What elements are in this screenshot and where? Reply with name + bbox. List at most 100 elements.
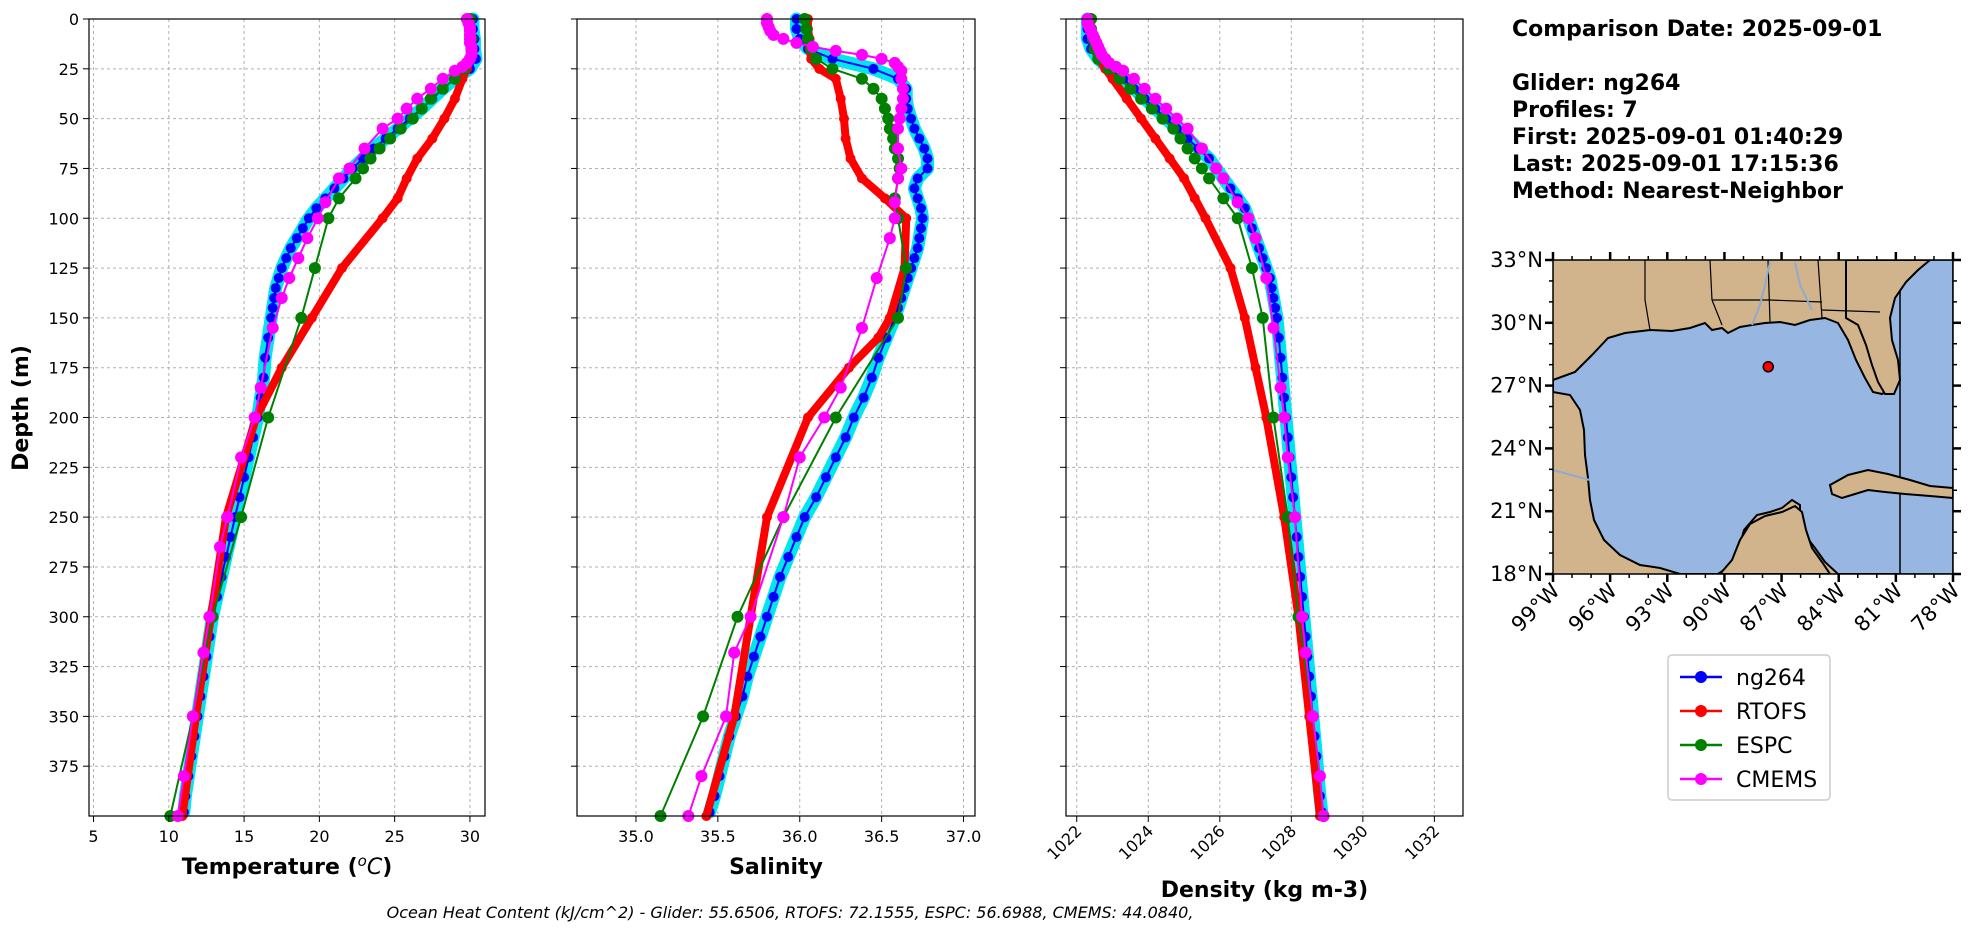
y-tick-label: 325 bbox=[48, 658, 79, 677]
rtofs-point bbox=[830, 73, 841, 84]
cmems-point bbox=[720, 710, 733, 723]
y-tick-label: 50 bbox=[59, 110, 79, 129]
espc-point bbox=[364, 152, 377, 165]
cmems-point bbox=[767, 28, 780, 41]
rtofs-point bbox=[401, 173, 412, 184]
cmems-point bbox=[1160, 102, 1173, 115]
x-tick-label: 20 bbox=[309, 827, 329, 846]
rtofs-point bbox=[873, 332, 884, 343]
rtofs-point bbox=[306, 312, 317, 323]
espc-point bbox=[867, 82, 880, 95]
ng264-point bbox=[914, 233, 925, 244]
ng264-point bbox=[1295, 571, 1306, 582]
ng264-point bbox=[799, 512, 810, 523]
y-tick-label: 300 bbox=[48, 608, 79, 627]
ng264-point bbox=[1272, 312, 1283, 323]
espc-point bbox=[892, 311, 905, 324]
cmems-point bbox=[411, 92, 424, 105]
cmems-point bbox=[1170, 112, 1183, 125]
espc-point bbox=[235, 511, 248, 524]
ng264-point bbox=[234, 492, 245, 503]
cmems-point bbox=[197, 646, 210, 659]
legend-label: CMEMS bbox=[1736, 768, 1817, 793]
cmems-point bbox=[248, 411, 261, 424]
cmems-point bbox=[235, 451, 248, 464]
rtofs-point bbox=[1200, 213, 1211, 224]
ng264-point bbox=[783, 551, 794, 562]
ng264-point bbox=[748, 651, 759, 662]
rtofs-point bbox=[1150, 133, 1161, 144]
cmems-point bbox=[177, 770, 190, 783]
espc-point bbox=[332, 192, 345, 205]
cmems-point bbox=[1117, 64, 1130, 77]
cmems-point bbox=[292, 252, 305, 265]
cmems-point bbox=[777, 511, 790, 524]
cmems-point bbox=[870, 272, 883, 285]
rtofs-point bbox=[1225, 263, 1236, 274]
rtofs-point bbox=[835, 93, 846, 104]
x-tick-label: 35.5 bbox=[700, 827, 736, 846]
espc-point bbox=[882, 112, 895, 125]
espc-point bbox=[826, 62, 839, 75]
legend-swatch-marker bbox=[1695, 705, 1707, 717]
ng264-point bbox=[1268, 292, 1279, 303]
cmems-point bbox=[1249, 232, 1262, 245]
rtofs-point bbox=[392, 193, 403, 204]
cmems-point bbox=[1210, 162, 1223, 175]
cmems-point bbox=[1181, 122, 1194, 135]
cmems-point bbox=[1260, 272, 1273, 285]
florida-peninsula bbox=[1845, 260, 1932, 395]
cmems-point bbox=[818, 411, 831, 424]
espc-point bbox=[1188, 152, 1201, 165]
ng264-point bbox=[791, 23, 802, 34]
rtofs-point bbox=[377, 213, 388, 224]
rtofs-point bbox=[427, 133, 438, 144]
lat-label: 27°N bbox=[1490, 374, 1543, 398]
ng264-point bbox=[915, 223, 926, 234]
cmems-point bbox=[266, 321, 279, 334]
cmems-point bbox=[424, 82, 437, 95]
espc-point bbox=[810, 52, 823, 65]
ng264-point bbox=[922, 153, 933, 164]
info-line: Last: 2025-09-01 17:15:36 bbox=[1512, 152, 1839, 177]
ng264-point bbox=[909, 253, 920, 264]
x-tick-label: 10 bbox=[159, 827, 179, 846]
cmems-point bbox=[221, 511, 234, 524]
cmems-point bbox=[896, 92, 909, 105]
ng264-point bbox=[914, 133, 925, 144]
ocean-heat-content-footer: Ocean Heat Content (kJ/cm^2) - Glider: 5… bbox=[387, 903, 1194, 922]
cmems-point bbox=[777, 32, 790, 45]
y-tick-label: 250 bbox=[48, 508, 79, 527]
rtofs-point bbox=[439, 113, 450, 124]
ng264-point bbox=[285, 243, 296, 254]
cmems-point bbox=[376, 122, 389, 135]
x-tick-label: 36.5 bbox=[864, 827, 900, 846]
ng264-point bbox=[768, 591, 779, 602]
espc-point bbox=[878, 102, 891, 115]
cmems-point bbox=[343, 162, 356, 175]
legend: ng264 RTOFS ESPC CMEMS bbox=[1667, 654, 1831, 801]
rtofs-point bbox=[1179, 173, 1190, 184]
ng264-point bbox=[912, 243, 923, 254]
map-frame bbox=[1552, 259, 1954, 575]
rtofs-point bbox=[840, 133, 851, 144]
rtofs-point bbox=[879, 193, 890, 204]
ng264-point bbox=[761, 611, 772, 622]
info-block: Comparison Date: 2025-09-01 Glider: ng264… bbox=[1512, 17, 1882, 204]
cmems-point bbox=[1296, 610, 1309, 623]
y-tick-label: 100 bbox=[48, 209, 79, 228]
x-tick-label: 15 bbox=[234, 827, 254, 846]
rtofs-point bbox=[1136, 113, 1147, 124]
espc-point bbox=[1203, 172, 1216, 185]
ng264-point bbox=[840, 432, 851, 443]
depth-axis-label: Depth (m) bbox=[9, 345, 34, 471]
cmems-point bbox=[695, 770, 708, 783]
espc-point bbox=[394, 122, 407, 135]
espc-point bbox=[373, 142, 386, 155]
atlantic-water bbox=[1899, 260, 1953, 574]
espc-point bbox=[322, 212, 335, 225]
y-tick-label: 150 bbox=[48, 309, 79, 328]
espc-point bbox=[900, 262, 913, 275]
y-tick-label: 75 bbox=[59, 159, 79, 178]
cmems-point bbox=[283, 272, 296, 285]
